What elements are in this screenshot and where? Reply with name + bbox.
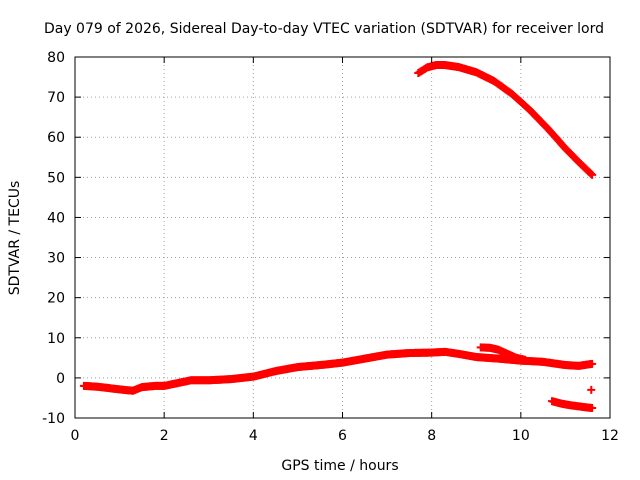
x-tick-label: 6 — [338, 428, 347, 444]
x-tick-label: 8 — [427, 428, 436, 444]
data-point — [587, 385, 596, 394]
data-point — [587, 169, 596, 178]
data-point — [521, 355, 530, 364]
data-point — [588, 403, 597, 412]
y-tick-label: 70 — [47, 90, 65, 106]
chart-title: Day 079 of 2026, Sidereal Day-to-day VTE… — [44, 21, 604, 37]
y-axis-label: SDTVAR / TECUs — [7, 181, 23, 296]
y-tick-label: 80 — [47, 50, 65, 66]
data-points — [79, 61, 597, 412]
x-tick-label: 4 — [249, 428, 258, 444]
y-tick-label: 50 — [47, 170, 65, 186]
y-tick-label: 0 — [56, 371, 65, 387]
data-point — [588, 359, 597, 368]
x-axis-label: GPS time / hours — [281, 458, 398, 474]
y-tick-label: -10 — [42, 411, 65, 427]
axis-ticks: 0 2 4 6 8 10 12 -10 0 10 20 30 40 50 60 70 80 — [42, 50, 619, 444]
x-tick-label: 2 — [160, 428, 169, 444]
x-tick-label: 0 — [71, 428, 80, 444]
x-tick-label: 10 — [512, 428, 530, 444]
y-tick-label: 60 — [47, 130, 65, 146]
y-tick-label: 40 — [47, 210, 65, 226]
grid-lines — [75, 57, 610, 418]
data-point — [588, 170, 597, 179]
x-tick-label: 12 — [601, 428, 619, 444]
y-tick-label: 10 — [47, 331, 65, 347]
y-tick-label: 30 — [47, 251, 65, 267]
y-tick-label: 20 — [47, 291, 65, 307]
